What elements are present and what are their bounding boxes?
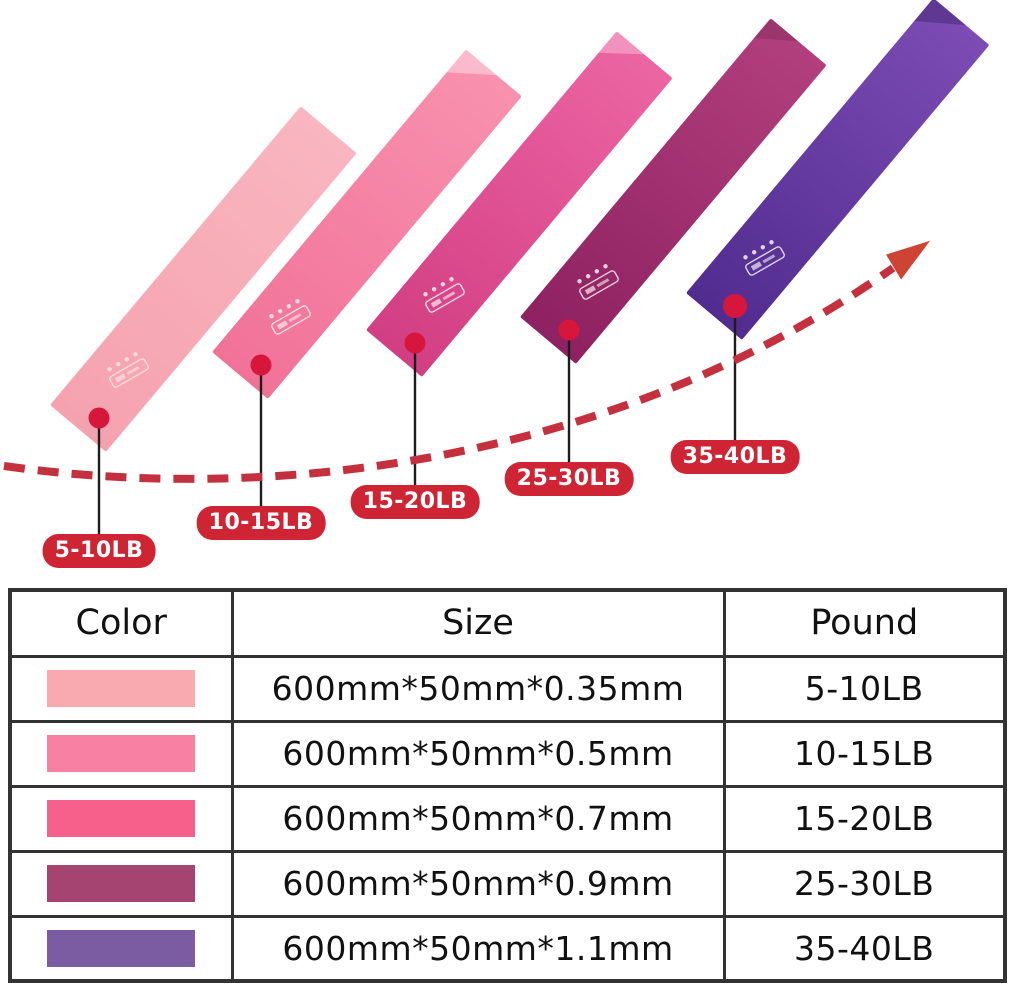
pound-cell: 35-40LB (722, 914, 1007, 983)
weight-label-pill-3: 15-20LB (350, 485, 480, 519)
band-print-2 (269, 299, 311, 335)
band-fold (598, 31, 645, 55)
band-print-1 (107, 352, 149, 388)
resistance-band-5 (686, 0, 989, 340)
table-row: 600mm*50mm*0.7mm 15-20LB (8, 784, 1007, 853)
band-print-4 (577, 264, 619, 300)
resistance-band-1 (50, 107, 356, 452)
size-cell: 600mm*50mm*1.1mm (230, 914, 726, 983)
weight-label-pill-2: 10-15LB (196, 506, 326, 540)
color-swatch (47, 929, 196, 967)
callout-dot-1 (88, 407, 110, 429)
table-row: 600mm*50mm*0.35mm 5-10LB (8, 654, 1007, 723)
color-cell (8, 719, 234, 788)
pound-cell: 25-30LB (722, 849, 1007, 918)
col-header-color: Color (8, 588, 234, 658)
color-cell (8, 849, 234, 918)
spec-table: Color Size Pound 600mm*50mm*0.35mm 5-10L… (8, 588, 1007, 983)
size-cell: 600mm*50mm*0.9mm (230, 849, 726, 918)
color-cell (8, 654, 234, 723)
callout-dot-4 (558, 319, 580, 341)
table-row: 600mm*50mm*0.5mm 10-15LB (8, 719, 1007, 788)
resistance-band-3 (366, 31, 672, 377)
callout-dot-5 (723, 294, 747, 318)
pound-cell: 15-20LB (722, 784, 1007, 853)
band-print-3 (423, 277, 465, 313)
color-cell (8, 784, 234, 853)
table-row: 600mm*50mm*0.9mm 25-30LB (8, 849, 1007, 918)
color-cell (8, 914, 234, 983)
size-cell: 600mm*50mm*0.35mm (230, 654, 726, 723)
arrow-head-icon (886, 240, 931, 280)
color-swatch (47, 670, 196, 707)
band-print-5 (743, 240, 785, 276)
color-swatch (47, 865, 196, 902)
band-fold (914, 0, 966, 26)
pound-cell: 5-10LB (722, 654, 1007, 723)
pound-cell: 10-15LB (722, 719, 1007, 788)
color-swatch (47, 735, 196, 772)
progression-arrow-curve (3, 264, 896, 483)
weight-label-pill-5: 35-40LB (670, 440, 800, 474)
size-cell: 600mm*50mm*0.5mm (230, 719, 726, 788)
callout-dots (88, 294, 747, 429)
table-row: 600mm*50mm*1.1mm 35-40LB (8, 914, 1007, 983)
band-fold (446, 49, 497, 76)
band-illustration (3, 0, 989, 534)
weight-label-pill-4: 25-30LB (504, 462, 634, 496)
size-cell: 600mm*50mm*0.7mm (230, 784, 726, 853)
callout-dot-3 (404, 332, 426, 354)
weight-label-pill-1: 5-10LB (42, 534, 156, 568)
table-header-row: Color Size Pound (8, 588, 1007, 658)
band-fold (753, 18, 799, 42)
col-header-pound: Pound (722, 588, 1007, 658)
col-header-size: Size (230, 588, 726, 658)
callout-dot-2 (250, 354, 272, 376)
resistance-band-2 (212, 49, 522, 399)
color-swatch (47, 800, 196, 837)
resistance-band-4 (520, 18, 826, 364)
